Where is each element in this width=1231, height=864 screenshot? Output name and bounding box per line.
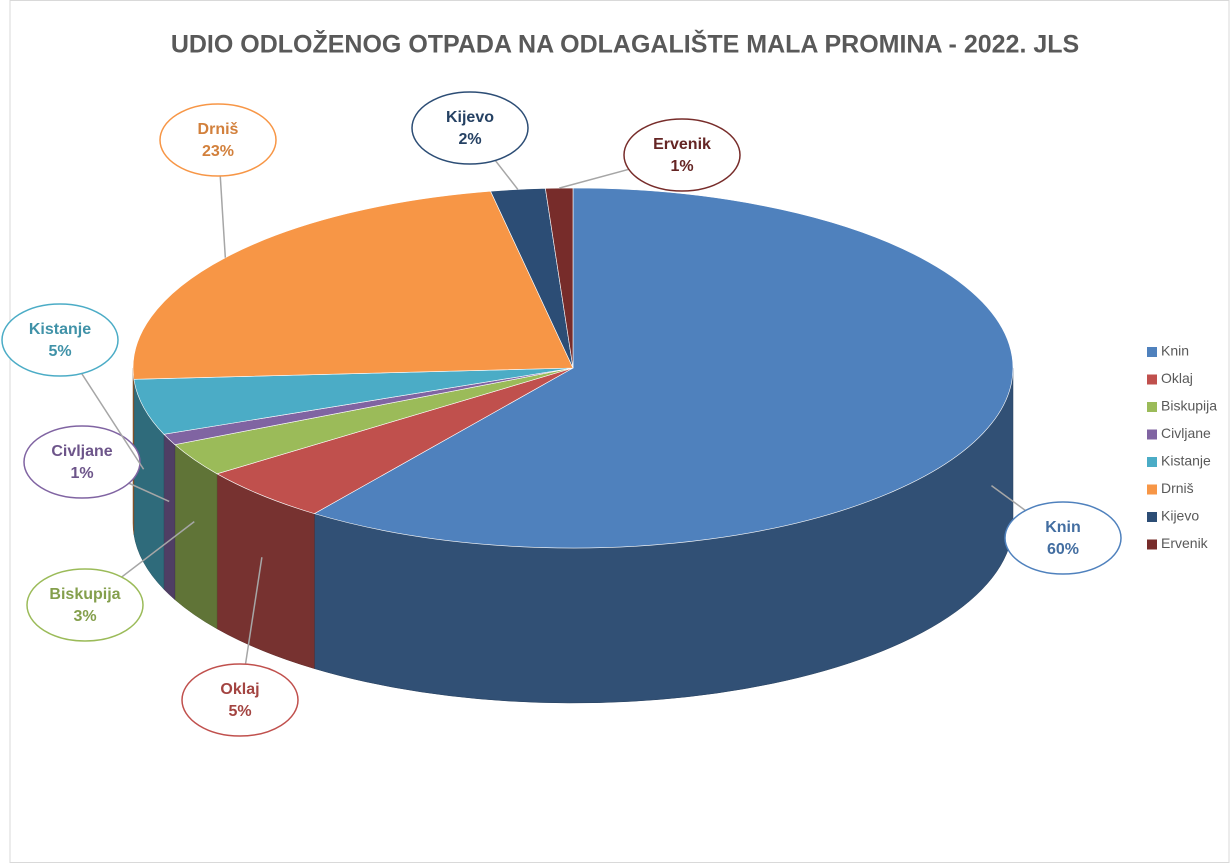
- callout: [23, 425, 141, 499]
- legend-label: Ervenik: [1161, 535, 1209, 551]
- callout: [181, 663, 299, 737]
- chart-title: UDIO ODLOŽENOG OTPADA NA ODLAGALIŠTE MAL…: [171, 29, 1079, 59]
- data-label: 2%: [458, 131, 481, 148]
- data-label: 60%: [1047, 541, 1079, 558]
- slice: [545, 187, 574, 369]
- data-label-name: Biskupija: [49, 586, 120, 603]
- legend-swatch: [1147, 457, 1157, 467]
- legend-label: Kistanje: [1161, 453, 1211, 469]
- legend-label: Knin: [1161, 343, 1189, 359]
- slice-side: [163, 433, 176, 601]
- slice: [132, 190, 574, 380]
- legend-swatch: [1147, 374, 1157, 385]
- legend-label: Civljane: [1161, 425, 1211, 441]
- legend-label: Kijevo: [1161, 508, 1199, 524]
- callout: [1004, 501, 1122, 575]
- slice: [313, 187, 1014, 549]
- data-label: 23%: [202, 143, 234, 160]
- legend-swatch: [1147, 402, 1157, 412]
- data-label: 1%: [670, 158, 693, 175]
- callout: [159, 103, 277, 177]
- legend-label: Biskupija: [1161, 398, 1217, 414]
- legend-swatch: [1147, 429, 1157, 440]
- data-label-name: Kistanje: [29, 321, 91, 338]
- data-label-name: Ervenik: [653, 136, 711, 153]
- legend-label: Drniš: [1161, 480, 1194, 496]
- callout: [26, 568, 144, 642]
- data-label: 5%: [228, 703, 251, 720]
- callout: [1, 303, 119, 377]
- legend-swatch: [1147, 512, 1157, 522]
- data-label-name: Civljane: [51, 443, 112, 460]
- data-label: 3%: [73, 608, 96, 625]
- data-label-name: Kijevo: [446, 109, 494, 126]
- data-label: 5%: [48, 343, 71, 360]
- data-label-name: Knin: [1045, 519, 1081, 536]
- legend-swatch: [1147, 347, 1157, 357]
- data-label: 1%: [70, 465, 93, 482]
- legend-label: Oklaj: [1161, 370, 1193, 386]
- slice-side: [174, 444, 218, 630]
- callout: [623, 118, 741, 192]
- legend-swatch: [1147, 539, 1157, 550]
- data-label-name: Drniš: [198, 121, 239, 138]
- data-label-name: Oklaj: [220, 681, 259, 698]
- callout: [411, 91, 529, 165]
- legend-swatch: [1147, 484, 1157, 495]
